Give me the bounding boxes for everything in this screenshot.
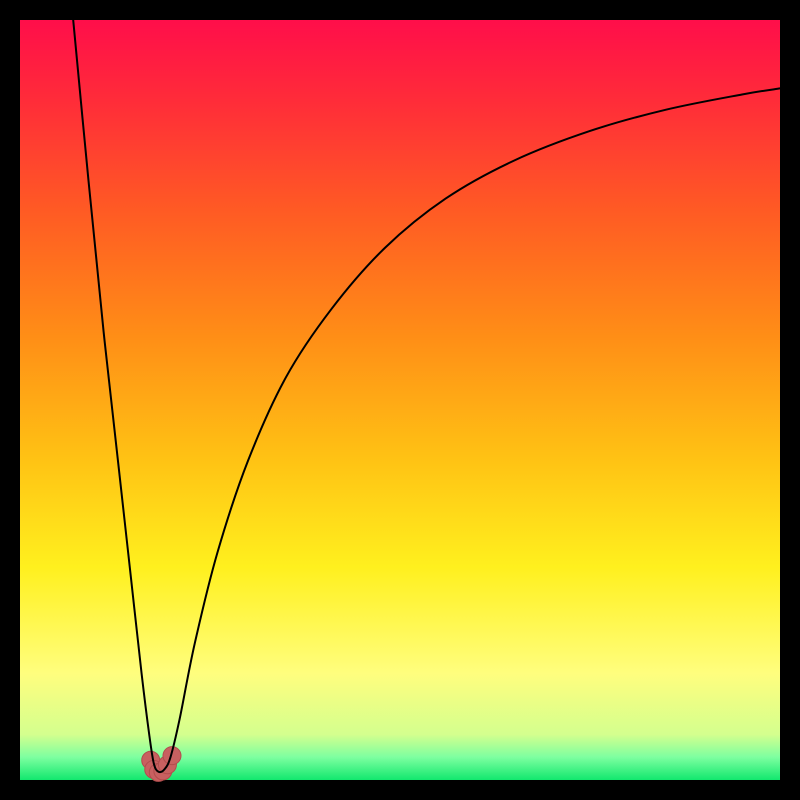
curve-layer	[20, 20, 780, 780]
bottom-marker-group	[142, 747, 181, 782]
chart-outer: TheBottlenecker.com	[0, 0, 800, 800]
bottleneck-curve	[73, 20, 780, 772]
plot-frame	[0, 0, 800, 800]
